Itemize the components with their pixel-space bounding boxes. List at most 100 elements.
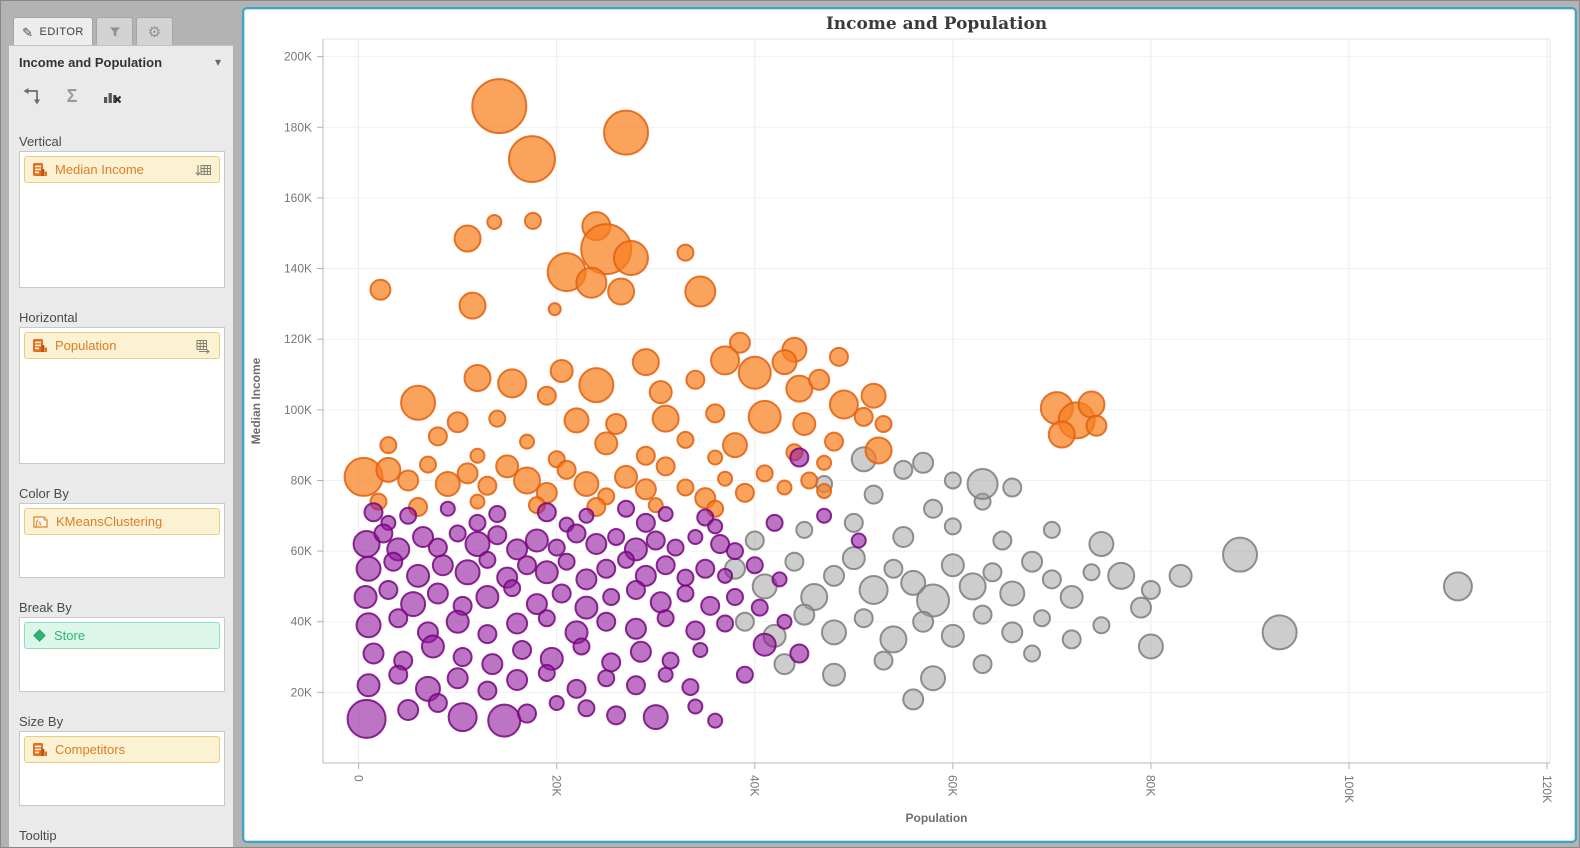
bubble[interactable] [578, 367, 615, 404]
bubble[interactable] [475, 585, 500, 610]
bubble[interactable] [717, 567, 734, 584]
bubble[interactable] [823, 564, 846, 587]
bubble[interactable] [536, 502, 557, 523]
bubble[interactable] [343, 456, 384, 497]
bubble[interactable] [1002, 477, 1023, 498]
bubble[interactable] [469, 447, 486, 464]
bubble[interactable] [557, 552, 576, 571]
chevron-down-icon[interactable]: ▾ [214, 55, 221, 69]
bubble[interactable] [356, 673, 381, 698]
bubble[interactable] [853, 608, 874, 629]
bubble[interactable] [369, 278, 392, 301]
bubble[interactable] [943, 471, 962, 490]
bubble[interactable] [635, 512, 656, 533]
bubble[interactable] [744, 530, 765, 551]
bubble[interactable] [943, 517, 962, 536]
bubble[interactable] [551, 583, 572, 604]
bubble[interactable] [879, 625, 908, 654]
bubble[interactable] [596, 611, 617, 632]
bubble[interactable] [1077, 390, 1106, 419]
bubble[interactable] [685, 620, 706, 641]
bubble[interactable] [992, 530, 1013, 551]
bubble[interactable] [685, 369, 706, 390]
bubble[interactable] [517, 703, 538, 724]
bubble[interactable] [661, 651, 680, 670]
bubble[interactable] [431, 554, 454, 577]
bubble[interactable] [617, 499, 636, 518]
bubble[interactable] [873, 650, 894, 671]
bubble[interactable] [625, 579, 646, 600]
bubble[interactable] [912, 610, 935, 633]
bubble[interactable] [841, 546, 866, 571]
bubble[interactable] [710, 345, 741, 376]
bubble[interactable] [439, 500, 456, 517]
bubble[interactable] [695, 558, 716, 579]
bubble[interactable] [400, 591, 427, 618]
bubble[interactable] [519, 433, 536, 450]
bubble[interactable] [666, 538, 685, 557]
bubble[interactable] [495, 454, 520, 479]
bubble[interactable] [912, 451, 935, 474]
bubble[interactable] [735, 665, 754, 684]
bubble[interactable] [1088, 531, 1115, 558]
bubble[interactable] [816, 454, 833, 471]
bubble[interactable] [454, 559, 481, 586]
bubble[interactable] [468, 513, 487, 532]
bubble[interactable] [379, 436, 398, 455]
bubble[interactable] [676, 430, 695, 449]
bubble-chart[interactable]: 20K 40K 60K 80K 100K 120K 140K 160K 180K 200K 0 20K… [244, 9, 1575, 839]
bubble[interactable] [647, 497, 664, 514]
bubble[interactable] [577, 699, 596, 718]
bubble[interactable] [687, 698, 704, 715]
bubble[interactable] [601, 652, 622, 673]
bubble[interactable] [1261, 614, 1298, 651]
bubble[interactable] [375, 456, 402, 483]
bubble[interactable] [547, 538, 566, 557]
dataset-selector[interactable]: Income and Population ▾ [19, 51, 225, 73]
bubble[interactable] [828, 389, 859, 420]
bubble[interactable] [966, 467, 999, 500]
bubble[interactable] [1001, 621, 1024, 644]
drop-zone-size-by[interactable]: Competitors [19, 731, 225, 806]
bubble[interactable] [737, 355, 772, 390]
bubble[interactable] [426, 582, 449, 605]
bubble[interactable] [602, 588, 621, 607]
bubble[interactable] [478, 550, 497, 569]
bubble[interactable] [776, 613, 793, 630]
bubble[interactable] [745, 556, 764, 575]
bubble[interactable] [808, 368, 831, 391]
bubble[interactable] [634, 564, 657, 587]
bubble[interactable] [651, 404, 680, 433]
bubble[interactable] [1140, 579, 1161, 600]
tab-settings[interactable]: ⚙ [136, 17, 173, 46]
bubble[interactable] [447, 702, 478, 733]
bubble[interactable] [481, 653, 504, 676]
bubble[interactable] [353, 585, 378, 610]
bubble[interactable] [355, 555, 382, 582]
bubble[interactable] [488, 505, 507, 524]
bubble[interactable] [1130, 596, 1152, 619]
bubble[interactable] [399, 506, 418, 525]
bubble[interactable] [784, 551, 805, 572]
bubble[interactable] [412, 525, 435, 548]
bubble[interactable] [860, 382, 887, 409]
bubble[interactable] [863, 484, 884, 505]
bubble[interactable] [747, 399, 782, 434]
bubble[interactable] [883, 558, 904, 579]
bubble[interactable] [629, 640, 652, 663]
bubble[interactable] [487, 703, 522, 738]
bubble[interactable] [525, 593, 548, 616]
bubble[interactable] [700, 595, 721, 616]
bubble[interactable] [972, 654, 993, 675]
bubble[interactable] [923, 498, 944, 519]
bubble[interactable] [573, 470, 600, 497]
bubble[interactable] [477, 624, 498, 645]
bubble[interactable] [649, 591, 672, 614]
bubble[interactable] [999, 580, 1026, 607]
bubble[interactable] [487, 525, 508, 546]
bubble[interactable] [607, 277, 636, 306]
bubble[interactable] [1137, 633, 1164, 660]
bubble[interactable] [707, 712, 724, 729]
bubble[interactable] [725, 588, 744, 607]
bubble[interactable] [657, 666, 674, 683]
